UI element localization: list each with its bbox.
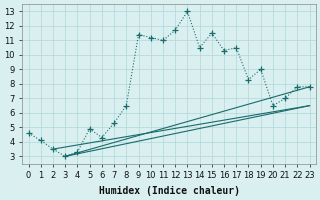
X-axis label: Humidex (Indice chaleur): Humidex (Indice chaleur) xyxy=(99,186,240,196)
